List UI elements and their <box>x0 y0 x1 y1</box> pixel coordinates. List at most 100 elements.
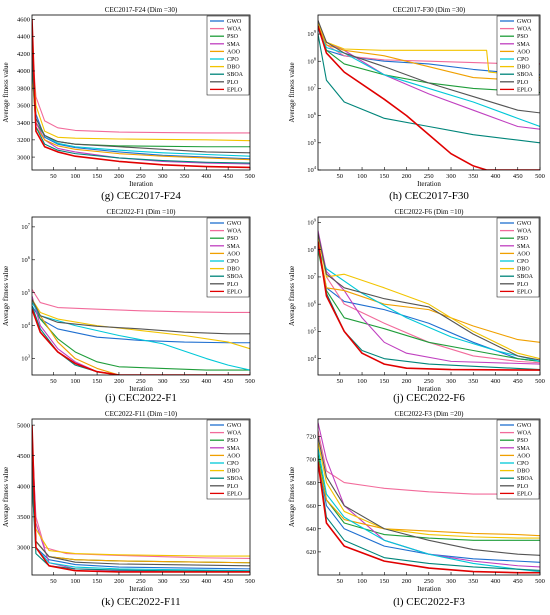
chart-title: CEC2022-F6 (Dim =10) <box>395 208 465 216</box>
x-tick-label: 450 <box>223 578 233 585</box>
legend-label-sboa: SBOA <box>227 476 244 482</box>
x-tick-label: 250 <box>424 173 434 180</box>
x-tick-label: 450 <box>223 378 233 385</box>
series-line-eplo <box>32 425 250 573</box>
legend-label-cpo: CPO <box>517 461 529 467</box>
x-tick-label: 300 <box>446 173 456 180</box>
series-line-aoo <box>32 70 250 161</box>
subfigure-caption: (k) CEC2022-F11 <box>101 596 180 608</box>
series-line-eplo <box>318 461 540 574</box>
y-tick-label: 3600 <box>17 103 30 110</box>
y-tick-label: 3500 <box>17 514 30 521</box>
x-tick-label: 50 <box>337 173 344 180</box>
legend-label-aoo: AOO <box>227 49 241 55</box>
legend-label-gwo: GWO <box>517 423 532 429</box>
y-tick-label: 106 <box>21 255 31 264</box>
x-tick-label: 450 <box>513 378 523 385</box>
legend-label-gwo: GWO <box>517 19 532 25</box>
y-tick-label: 620 <box>306 549 316 556</box>
series-line-dbo <box>32 45 250 142</box>
y-tick-label: 3000 <box>17 545 30 552</box>
series-line-plo <box>318 233 540 361</box>
x-tick-label: 150 <box>379 173 389 180</box>
x-tick-label: 150 <box>92 173 102 180</box>
x-tick-label: 500 <box>245 578 255 585</box>
x-tick-label: 350 <box>468 173 478 180</box>
y-tick-label: 103 <box>21 354 31 363</box>
legend-label-pso: PSO <box>227 438 239 444</box>
legend-label-sma: SMA <box>517 446 531 452</box>
y-tick-label: 105 <box>307 138 317 147</box>
series-group <box>32 19 250 169</box>
legend-label-cpo: CPO <box>517 57 529 63</box>
y-tick-label: 4500 <box>17 453 30 460</box>
y-tick-label: 107 <box>307 84 317 93</box>
series-group <box>32 425 250 573</box>
y-tick-label: 108 <box>307 56 317 65</box>
y-tick-label: 106 <box>307 111 317 120</box>
x-tick-label: 50 <box>50 378 57 385</box>
y-tick-label: 4200 <box>17 51 30 58</box>
legend-label-plo: PLO <box>227 80 239 86</box>
x-tick-label: 400 <box>491 578 501 585</box>
legend-label-gwo: GWO <box>227 19 242 25</box>
y-tick-label: 109 <box>307 218 317 227</box>
x-tick-label: 400 <box>491 173 501 180</box>
y-tick-label: 4000 <box>17 68 30 75</box>
x-tick-label: 150 <box>379 378 389 385</box>
y-tick-label: 4600 <box>17 17 30 24</box>
legend-label-eplo: EPLO <box>227 289 243 295</box>
subfigure-caption: (j) CEC2022-F6 <box>393 392 465 404</box>
x-tick-label: 100 <box>357 378 367 385</box>
legend-label-sma: SMA <box>517 244 531 250</box>
series-group <box>318 230 540 371</box>
x-tick-label: 250 <box>136 378 146 385</box>
x-tick-label: 500 <box>535 173 545 180</box>
x-tick-label: 100 <box>70 578 80 585</box>
y-tick-label: 104 <box>21 321 31 330</box>
x-tick-label: 200 <box>402 578 412 585</box>
legend-label-cpo: CPO <box>227 461 239 467</box>
series-line-aoo <box>318 241 540 343</box>
chart-title: CEC2022-F1 (Dim =10) <box>107 208 177 216</box>
x-tick-label: 250 <box>424 378 434 385</box>
series-line-sma <box>32 295 250 375</box>
y-tick-label: 680 <box>306 480 316 487</box>
subfigure-caption: (g) CEC2017-F24 <box>101 190 181 202</box>
subfigure-caption: (l) CEC2022-F3 <box>393 596 465 608</box>
x-tick-label: 300 <box>446 578 456 585</box>
legend-label-dbo: DBO <box>227 267 240 273</box>
legend-label-aoo: AOO <box>517 49 531 55</box>
legend-label-sboa: SBOA <box>227 72 244 78</box>
series-line-sboa <box>318 33 540 144</box>
y-tick-label: 4400 <box>17 34 30 41</box>
x-axis-label: Iteration <box>417 385 441 393</box>
series-line-eplo <box>32 19 250 169</box>
x-tick-label: 250 <box>136 173 146 180</box>
legend-label-dbo: DBO <box>227 65 240 71</box>
x-axis-label: Iteration <box>417 585 441 593</box>
series-line-cpo <box>318 249 540 362</box>
legend-label-pso: PSO <box>227 34 239 40</box>
legend-label-pso: PSO <box>517 236 529 242</box>
series-line-eplo <box>318 25 540 170</box>
chart-panel-2: 50 100 150 200 250 300 350 400 450 500 103 104 105 10… <box>2 208 255 404</box>
series-line-cpo <box>318 447 540 573</box>
x-tick-label: 450 <box>513 578 523 585</box>
series-line-gwo <box>318 459 540 563</box>
series-line-dbo <box>32 298 250 350</box>
legend-label-sma: SMA <box>227 446 241 452</box>
legend-label-dbo: DBO <box>227 469 240 475</box>
series-line-sboa <box>32 305 250 375</box>
legend-label-sboa: SBOA <box>227 274 244 280</box>
legend-label-woa: WOA <box>227 431 242 437</box>
chart-title: CEC2017-F24 (Dim =30) <box>105 6 178 14</box>
chart-title: CEC2022-F11 (Dim =10) <box>105 410 178 418</box>
y-tick-label: 700 <box>306 457 316 464</box>
x-axis-label: Iteration <box>129 585 153 593</box>
x-tick-label: 100 <box>357 173 367 180</box>
